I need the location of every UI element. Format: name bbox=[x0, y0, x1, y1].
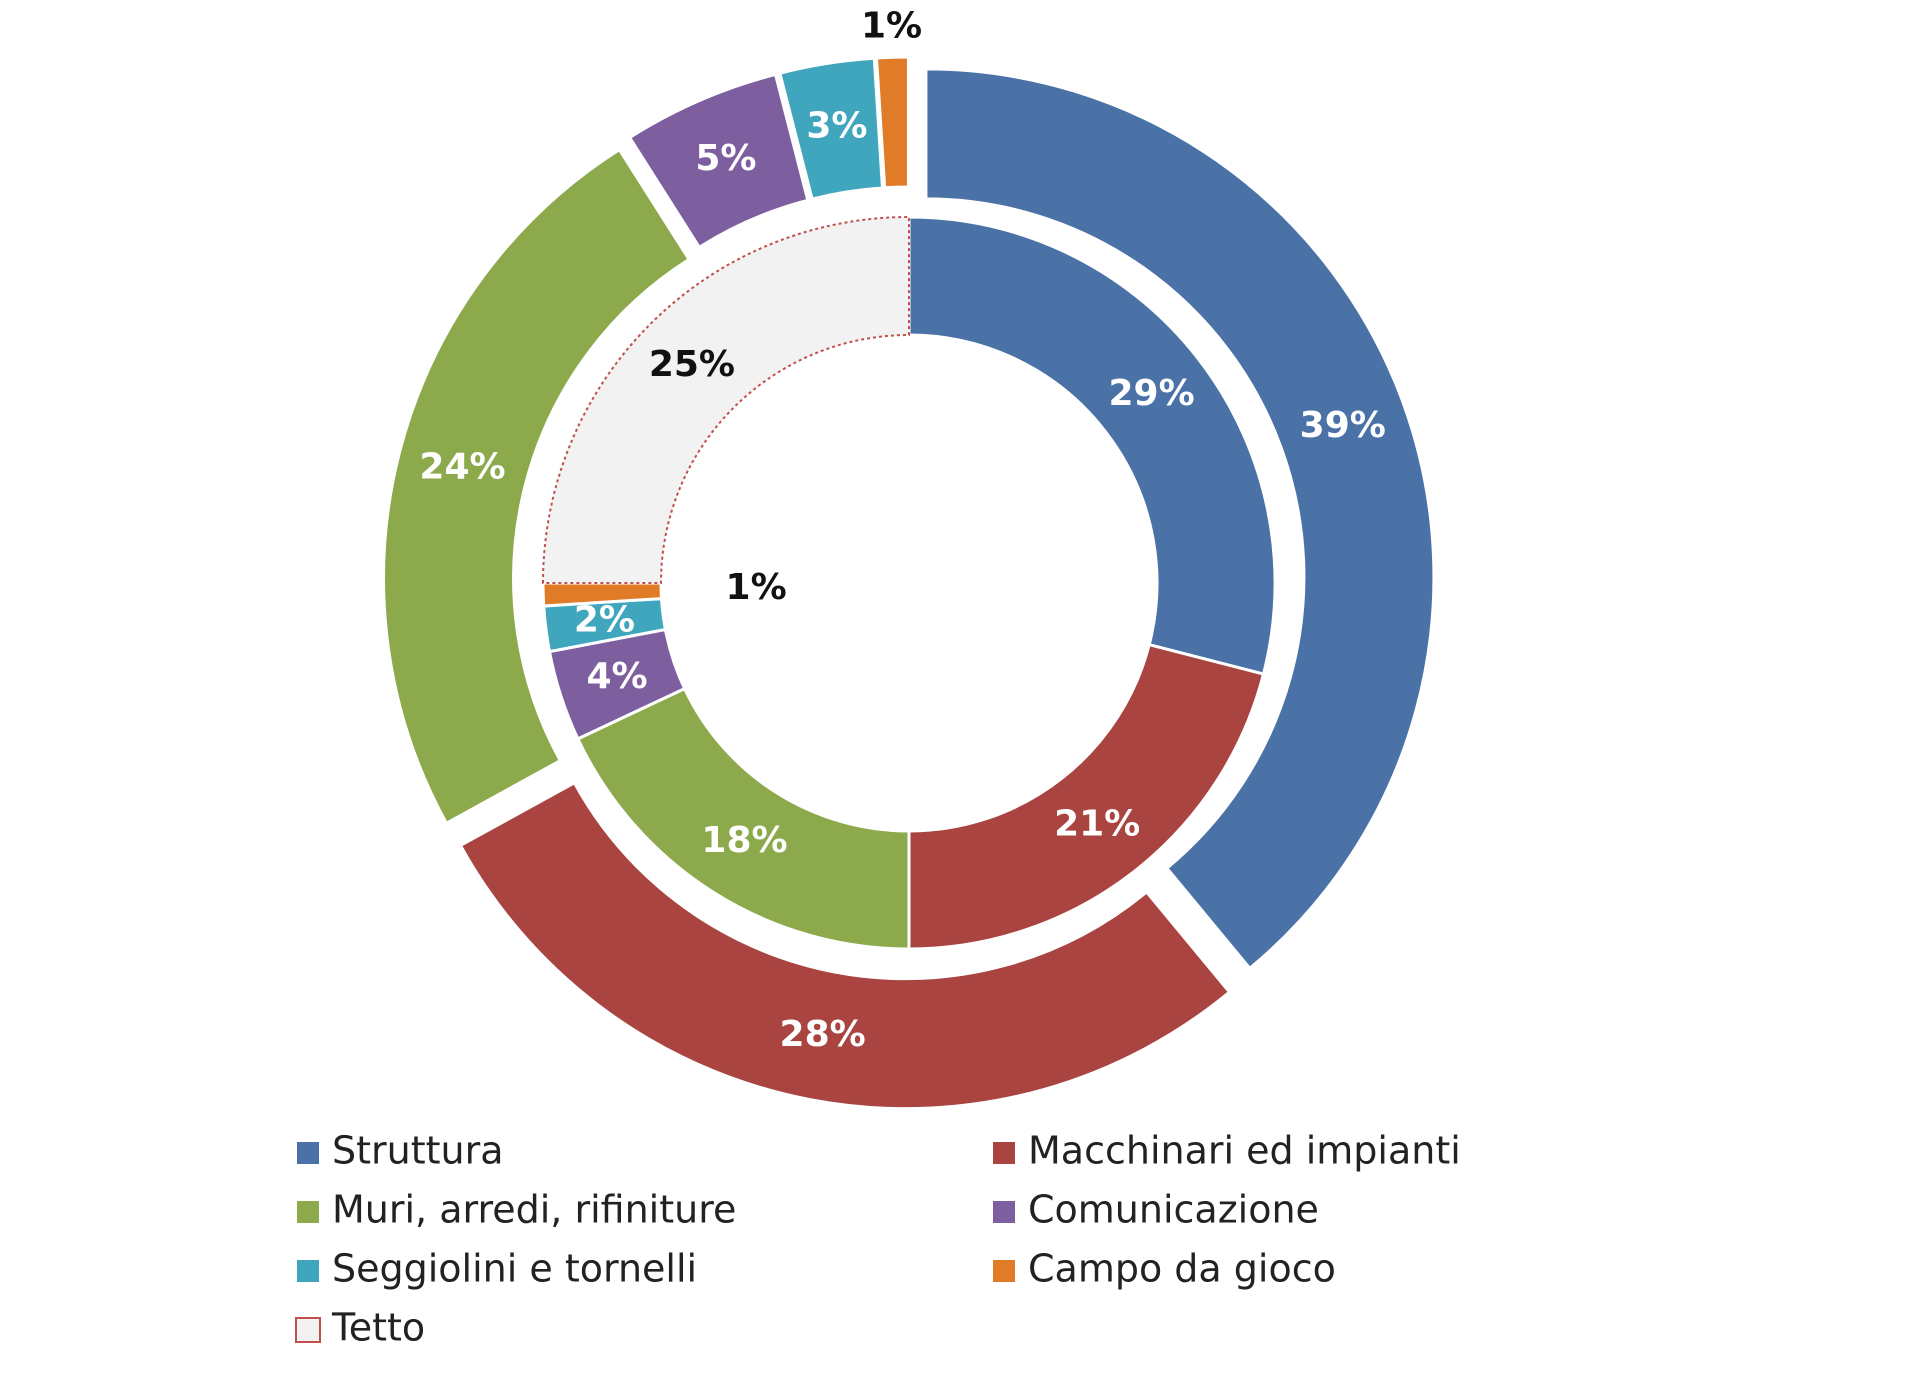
data-label: 4% bbox=[586, 656, 647, 697]
data-label: 1% bbox=[861, 5, 922, 46]
legend-swatch bbox=[991, 1140, 1017, 1166]
legend-label: Comunicazione bbox=[1028, 1188, 1319, 1232]
data-label: 3% bbox=[806, 106, 867, 147]
data-label: 28% bbox=[780, 1014, 866, 1055]
data-label: 5% bbox=[695, 138, 756, 179]
data-label: 24% bbox=[419, 446, 505, 487]
data-label: 18% bbox=[701, 820, 787, 861]
data-label: 21% bbox=[1054, 804, 1140, 845]
legend-swatch bbox=[991, 1199, 1017, 1225]
donut-slice bbox=[874, 55, 910, 190]
legend-swatch bbox=[295, 1140, 321, 1166]
donut-slice bbox=[907, 215, 1277, 676]
legend-label: Tetto bbox=[331, 1306, 425, 1350]
data-label: 29% bbox=[1108, 373, 1194, 414]
data-label: 25% bbox=[649, 344, 735, 385]
donut-slice bbox=[907, 642, 1266, 951]
legend-swatch bbox=[991, 1258, 1017, 1284]
donut-slice bbox=[458, 780, 1232, 1111]
donut-slice bbox=[627, 72, 810, 250]
data-label: 1% bbox=[726, 567, 787, 608]
donut-slice bbox=[541, 215, 910, 584]
legend-label: Muri, arredi, rifiniture bbox=[332, 1188, 736, 1232]
legend-swatch bbox=[295, 1317, 321, 1343]
legend-swatch bbox=[295, 1258, 321, 1284]
legend-label: Struttura bbox=[332, 1129, 504, 1173]
data-label: 2% bbox=[574, 599, 635, 640]
data-label: 39% bbox=[1300, 405, 1386, 446]
legend-swatch bbox=[295, 1199, 321, 1225]
legend-label: Campo da gioco bbox=[1028, 1247, 1336, 1291]
donut-slice bbox=[778, 56, 885, 201]
donut-slice bbox=[382, 147, 692, 826]
legend-label: Macchinari ed impianti bbox=[1028, 1129, 1461, 1173]
legend-label: Seggiolini e tornelli bbox=[332, 1247, 697, 1291]
donut-slice bbox=[924, 67, 1436, 971]
